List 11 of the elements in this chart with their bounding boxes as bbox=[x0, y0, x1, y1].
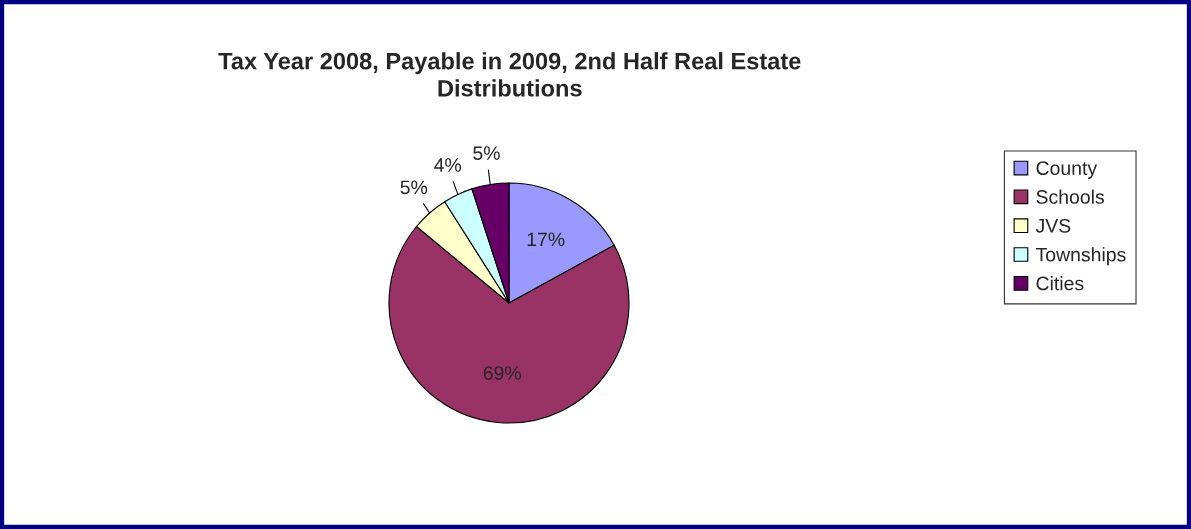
data-label: 5% bbox=[400, 180, 428, 195]
data-label: 69% bbox=[483, 366, 521, 380]
data-label: 4% bbox=[434, 158, 462, 172]
legend-label: Schools bbox=[1036, 189, 1104, 204]
chart-title: Tax Year 2008, Payable in 2009, 2nd Half Real Estate Distributions bbox=[218, 52, 801, 97]
legend-label: Townships bbox=[1035, 247, 1126, 266]
data-label: 5% bbox=[473, 146, 500, 160]
legend-label: JVS bbox=[1035, 218, 1071, 233]
legend-label: Cities bbox=[1036, 276, 1084, 291]
legend-label: County bbox=[1036, 161, 1098, 179]
data-label: 17% bbox=[527, 232, 565, 247]
